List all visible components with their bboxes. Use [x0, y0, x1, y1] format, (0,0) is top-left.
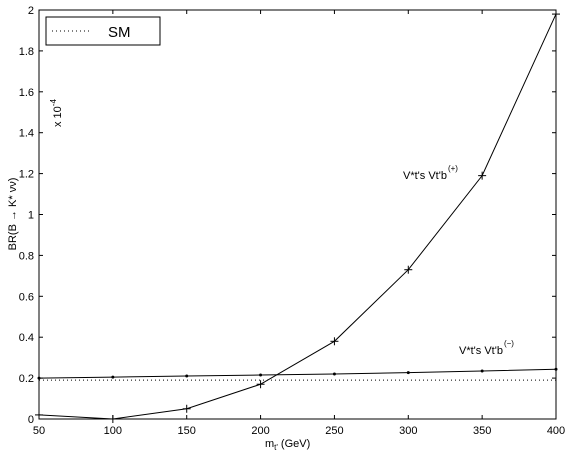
data-point-minus: [111, 375, 115, 379]
y-tick-label: 0.6: [19, 291, 34, 303]
x-tick-label: 350: [473, 425, 491, 437]
annotation-plus: V*t's Vt'b(+): [403, 164, 458, 182]
y-tick-label: 2: [28, 5, 34, 17]
annotation-plus-sup: (+): [448, 164, 458, 173]
legend-box: [45, 16, 161, 46]
x-axis-label-main: m: [265, 438, 274, 450]
y-tick-label: 1.8: [19, 46, 34, 58]
plot-area: [38, 9, 557, 420]
y-tick-label: 0.2: [19, 373, 34, 385]
x-axis-label-sub: t': [274, 443, 278, 452]
y-ticks: 0 0.2 0.4 0.6 0.8 1 1.2 1.4 1.6 1.8 2: [19, 5, 556, 426]
y-exponent-power: -4: [49, 99, 58, 107]
y-exponent-label: x 10-4: [49, 99, 64, 127]
data-point-plus: [256, 380, 265, 389]
data-point-plus: [478, 171, 487, 180]
y-tick-label: 0: [28, 414, 34, 426]
data-point-minus: [332, 372, 336, 376]
annotation-minus: V*t's Vt'b(−): [459, 339, 514, 357]
y-tick-label: 1.2: [19, 169, 34, 181]
x-ticks: 50 100 150 200 250 300 350 400: [33, 10, 565, 437]
legend: SM: [45, 16, 161, 46]
data-point-minus: [554, 367, 558, 371]
x-axis-label: mt' (GeV): [265, 438, 310, 452]
series-line-plus: [38, 13, 557, 420]
y-tick-label: 1: [28, 210, 34, 222]
y-tick-label: 1.4: [19, 128, 34, 140]
y-axis-label: BR(B → K* νν): [7, 178, 19, 251]
y-tick-label: 0.4: [19, 332, 34, 344]
data-point-plus: [182, 404, 191, 413]
data-point-plus: [404, 265, 413, 274]
data-point-minus: [406, 371, 410, 375]
x-tick-label: 250: [325, 425, 343, 437]
data-point-plus: [108, 415, 117, 423]
x-axis-label-units: (GeV): [281, 438, 310, 450]
y-exponent-base: x 10: [52, 106, 64, 127]
legend-sm-label: SM: [108, 24, 131, 41]
data-point-plus: [552, 10, 560, 19]
annotation-minus-main: V*t's Vt'b: [459, 345, 503, 357]
y-tick-label: 1.6: [19, 87, 34, 99]
data-point-plus: [330, 337, 339, 346]
series-group: [35, 10, 560, 423]
x-tick-label: 150: [178, 425, 196, 437]
y-tick-label: 0.8: [19, 250, 34, 262]
x-tick-label: 200: [251, 425, 269, 437]
x-tick-label: 400: [547, 425, 565, 437]
x-tick-label: 300: [399, 425, 417, 437]
data-point-minus: [259, 373, 263, 377]
annotation-plus-main: V*t's Vt'b: [403, 170, 447, 182]
series-line-minus: [38, 368, 557, 379]
data-point-minus: [185, 374, 189, 378]
annotation-minus-sup: (−): [504, 339, 514, 348]
x-tick-label: 100: [104, 425, 122, 437]
data-point-plus: [35, 410, 43, 419]
data-point-minus: [37, 376, 41, 380]
x-tick-label: 50: [33, 425, 45, 437]
data-point-minus: [480, 369, 484, 373]
